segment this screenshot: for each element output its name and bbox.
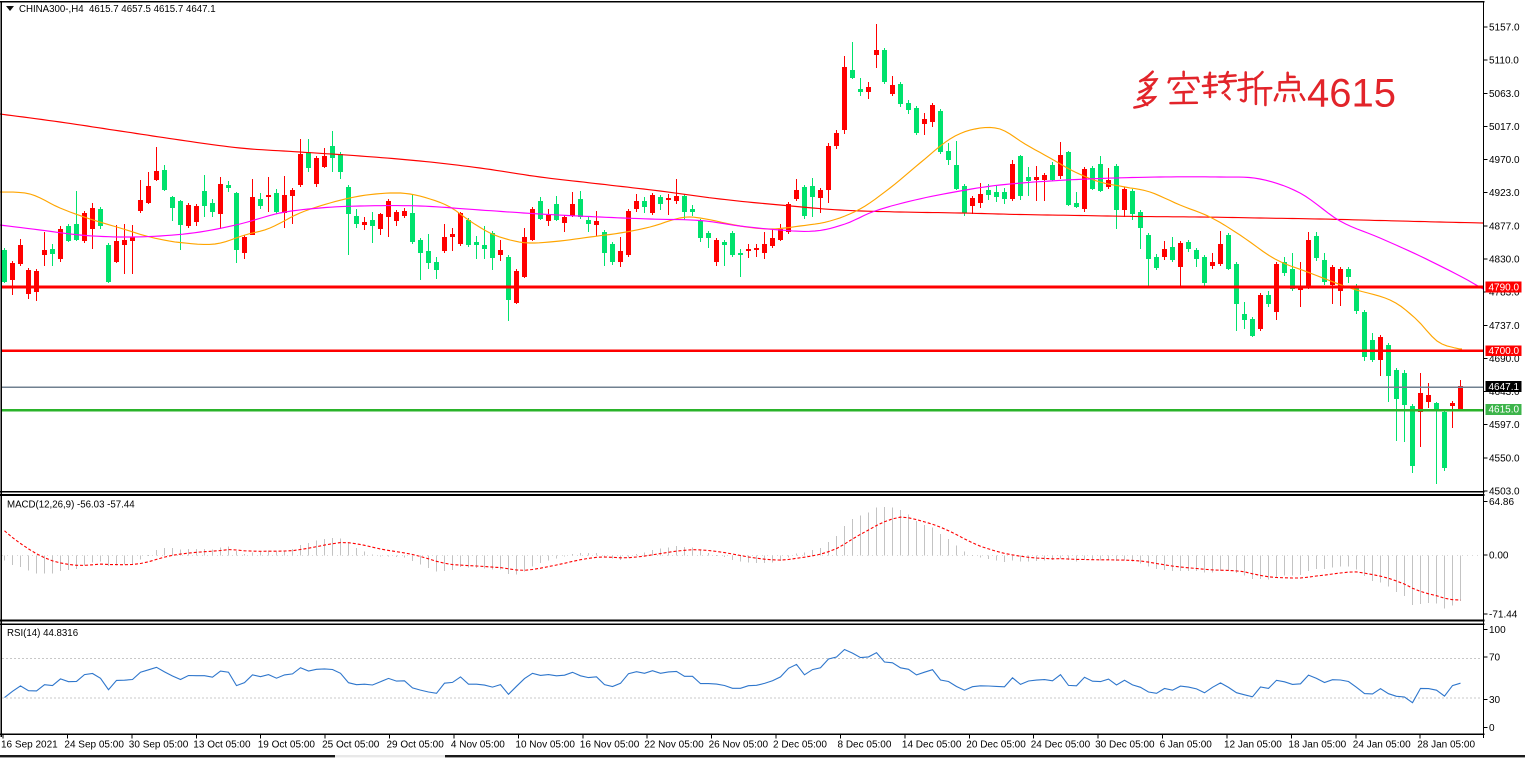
svg-text:25 Oct 05:00: 25 Oct 05:00 bbox=[322, 740, 380, 751]
svg-text:4700.0: 4700.0 bbox=[1489, 346, 1520, 357]
svg-text:24 Jan 05:00: 24 Jan 05:00 bbox=[1353, 740, 1411, 751]
svg-text:19 Oct 05:00: 19 Oct 05:00 bbox=[258, 740, 316, 751]
svg-text:12 Jan 05:00: 12 Jan 05:00 bbox=[1224, 740, 1282, 751]
svg-text:14 Dec 05:00: 14 Dec 05:00 bbox=[902, 740, 962, 751]
svg-text:4830.0: 4830.0 bbox=[1489, 255, 1520, 266]
svg-text:4503.0: 4503.0 bbox=[1489, 487, 1520, 498]
svg-text:2 Dec 05:00: 2 Dec 05:00 bbox=[773, 740, 827, 751]
svg-text:30 Sep 05:00: 30 Sep 05:00 bbox=[129, 740, 189, 751]
svg-text:5063.0: 5063.0 bbox=[1489, 89, 1520, 100]
svg-text:4 Nov 05:00: 4 Nov 05:00 bbox=[451, 740, 505, 751]
svg-text:4643.0: 4643.0 bbox=[1489, 387, 1520, 398]
svg-text:22 Nov 05:00: 22 Nov 05:00 bbox=[644, 740, 704, 751]
svg-text:26 Nov 05:00: 26 Nov 05:00 bbox=[709, 740, 769, 751]
svg-text:4550.0: 4550.0 bbox=[1489, 453, 1520, 464]
svg-text:20 Dec 05:00: 20 Dec 05:00 bbox=[966, 740, 1026, 751]
svg-text:24 Sep 05:00: 24 Sep 05:00 bbox=[64, 740, 124, 751]
svg-text:4615.0: 4615.0 bbox=[1489, 405, 1520, 416]
svg-text:4615: 4615 bbox=[1307, 72, 1396, 116]
svg-text:-71.44: -71.44 bbox=[1489, 610, 1518, 621]
svg-text:28 Jan 05:00: 28 Jan 05:00 bbox=[1417, 740, 1475, 751]
svg-text:4737.0: 4737.0 bbox=[1489, 321, 1520, 332]
svg-text:100: 100 bbox=[1489, 625, 1506, 636]
svg-text:64.86: 64.86 bbox=[1489, 497, 1514, 508]
svg-text:5110.0: 5110.0 bbox=[1489, 56, 1519, 67]
svg-text:18 Jan 05:00: 18 Jan 05:00 bbox=[1288, 740, 1346, 751]
svg-text:4690.0: 4690.0 bbox=[1489, 354, 1520, 365]
svg-text:30: 30 bbox=[1489, 695, 1501, 706]
svg-text:30 Dec 05:00: 30 Dec 05:00 bbox=[1095, 740, 1155, 751]
svg-text:CHINA300-,H4 4615.7 4657.5 46: CHINA300-,H4 4615.7 4657.5 4615.7 4647.1 bbox=[19, 4, 216, 15]
svg-text:4877.0: 4877.0 bbox=[1489, 221, 1520, 232]
svg-text:4783.0: 4783.0 bbox=[1489, 288, 1520, 299]
svg-text:4647.1: 4647.1 bbox=[1489, 382, 1520, 393]
svg-text:29 Oct 05:00: 29 Oct 05:00 bbox=[387, 740, 445, 751]
svg-text:8 Dec 05:00: 8 Dec 05:00 bbox=[838, 740, 892, 751]
svg-text:5017.0: 5017.0 bbox=[1489, 122, 1520, 133]
svg-text:MACD(12,26,9) -56.03 -57.44: MACD(12,26,9) -56.03 -57.44 bbox=[7, 500, 135, 511]
svg-text:70: 70 bbox=[1489, 653, 1501, 664]
svg-text:6 Jan 05:00: 6 Jan 05:00 bbox=[1160, 740, 1213, 751]
svg-text:4597.0: 4597.0 bbox=[1489, 420, 1520, 431]
svg-text:16 Nov 05:00: 16 Nov 05:00 bbox=[580, 740, 640, 751]
svg-text:10 Nov 05:00: 10 Nov 05:00 bbox=[515, 740, 575, 751]
svg-text:24 Dec 05:00: 24 Dec 05:00 bbox=[1031, 740, 1091, 751]
svg-text:4970.0: 4970.0 bbox=[1489, 155, 1520, 166]
svg-text:4923.0: 4923.0 bbox=[1489, 188, 1520, 199]
svg-text:0: 0 bbox=[1489, 723, 1495, 734]
svg-text:13 Oct 05:00: 13 Oct 05:00 bbox=[193, 740, 251, 751]
svg-text:16 Sep 2021: 16 Sep 2021 bbox=[1, 740, 58, 751]
svg-text:RSI(14) 44.8316: RSI(14) 44.8316 bbox=[7, 628, 78, 639]
svg-text:4790.0: 4790.0 bbox=[1489, 282, 1520, 293]
svg-text:5157.0: 5157.0 bbox=[1489, 23, 1520, 34]
svg-text:0.00: 0.00 bbox=[1489, 551, 1509, 562]
